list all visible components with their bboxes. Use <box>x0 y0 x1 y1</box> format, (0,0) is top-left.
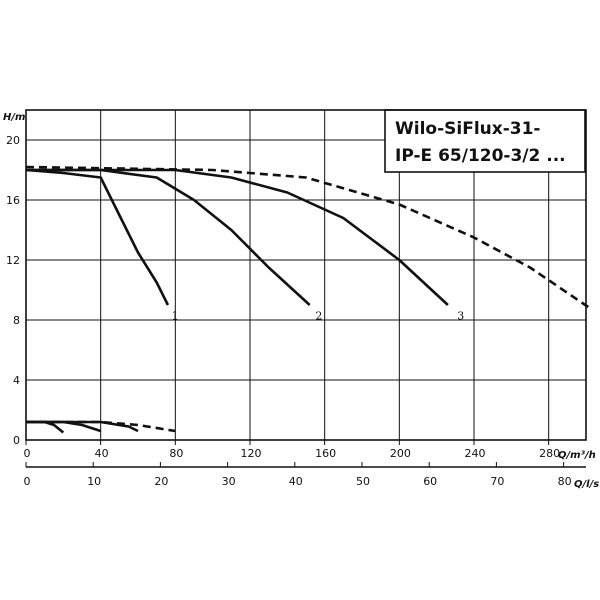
x-tick-label: 160 <box>315 447 336 460</box>
x2-tick-labels: 0 10 20 30 40 50 60 70 80 <box>24 462 572 488</box>
series-line-7 <box>26 420 176 433</box>
x2-tick-label: 10 <box>87 475 101 488</box>
x-tick-label: 80 <box>169 447 183 460</box>
x2-tick-label: 30 <box>222 475 236 488</box>
series-line-0 <box>25 168 170 306</box>
curve-label: 1 <box>172 310 179 323</box>
plot-frame <box>25 109 587 441</box>
curve-label: 2 <box>315 310 322 323</box>
x-tick-labels: 0 40 80 120 160 200 240 280 <box>24 440 560 460</box>
x-tick-label: 40 <box>95 447 109 460</box>
y-axis-label: H/m <box>3 112 25 123</box>
series-line-5 <box>26 420 102 433</box>
x2-tick-label: 70 <box>490 475 504 488</box>
y-tick-label: 12 <box>6 254 20 267</box>
x-tick-label: 280 <box>539 447 560 460</box>
series-line-1 <box>26 168 311 306</box>
series-lines <box>25 165 591 434</box>
x-axis-label: Q/m³/h <box>558 450 596 461</box>
chart-title-line-2: IP-E 65/120-3/2 ... <box>395 146 566 166</box>
y-tick-label: 16 <box>6 194 20 207</box>
x2-tick-label: 0 <box>24 475 31 488</box>
curve-label: 3 <box>457 310 464 323</box>
chart-title-line-1: Wilo-SiFlux-31- <box>395 119 541 139</box>
y-tick-labels: 0 4 8 12 16 20 <box>6 134 20 447</box>
x-tick-label: 240 <box>465 447 486 460</box>
y-tick-label: 20 <box>6 134 20 147</box>
curve-labels: 123(4) <box>172 310 465 323</box>
y-tick-label: 8 <box>13 314 20 327</box>
x-tick-label: 120 <box>241 447 262 460</box>
x2-tick-label: 50 <box>356 475 370 488</box>
series-line-6 <box>26 420 139 433</box>
y-tick-label: 0 <box>13 434 20 447</box>
x-tick-label: 0 <box>24 447 31 460</box>
x-tick-label: 200 <box>390 447 411 460</box>
y-tick-label: 4 <box>13 374 20 387</box>
x2-axis-label: Q/l/s <box>574 479 599 490</box>
x2-tick-label: 80 <box>558 475 572 488</box>
series-line-3 <box>25 165 591 310</box>
series-line-4 <box>26 420 65 434</box>
x2-tick-label: 60 <box>423 475 437 488</box>
x2-tick-label: 20 <box>154 475 168 488</box>
x2-tick-label: 40 <box>289 475 303 488</box>
title-box <box>384 109 586 173</box>
